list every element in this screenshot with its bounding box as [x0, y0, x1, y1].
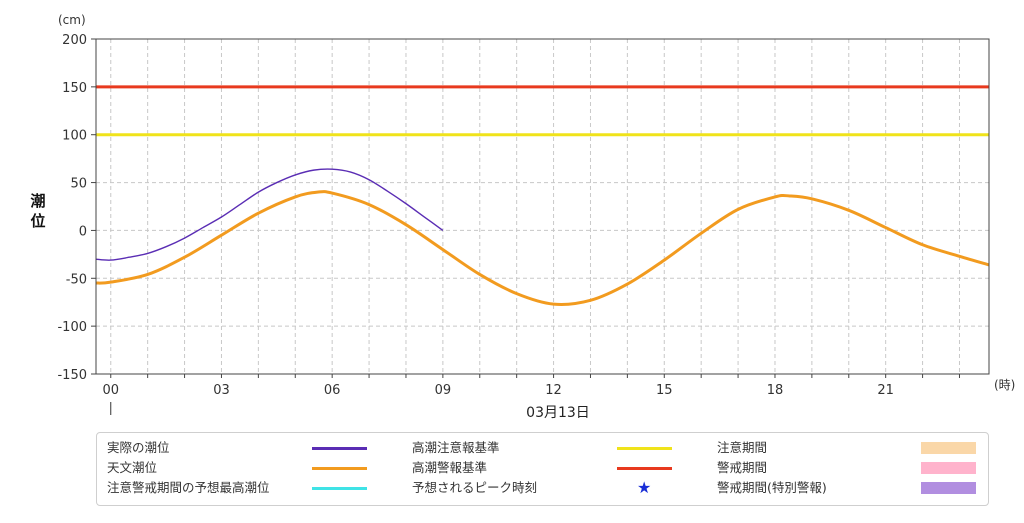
series-line-天文潮位	[95, 190, 990, 306]
legend-label: 警戒期間	[717, 460, 768, 475]
x-tick-label: 15	[656, 383, 673, 398]
legend-box-swatch	[921, 482, 976, 494]
x-tick-label: 09	[435, 383, 452, 398]
legend-label: 警戒期間(特別警報)	[717, 480, 827, 495]
legend-line-swatch	[312, 487, 367, 490]
y-label-char: 潮	[30, 192, 45, 210]
x-tick-label: 00	[102, 383, 119, 398]
y-tick-label: -100	[57, 320, 87, 335]
series-group	[95, 85, 990, 306]
x-unit: (時)	[994, 378, 1015, 392]
y-tick-label: 100	[62, 129, 87, 144]
legend-line-swatch	[312, 467, 367, 470]
date-label: 03月13日	[526, 405, 590, 421]
star-icon: ★	[637, 478, 652, 497]
legend-label: 実際の潮位	[107, 440, 170, 455]
x-tick-label: 18	[767, 383, 784, 398]
legend-label: 高潮注意報基準	[412, 440, 500, 455]
plot-frame	[95, 38, 990, 375]
legend-line-swatch	[312, 447, 367, 450]
y-axis-label: 潮位	[30, 192, 45, 230]
y-tick-label: -50	[66, 272, 87, 287]
legend-label: 注意警戒期間の予想最高潮位	[107, 480, 270, 495]
legend-line-swatch	[617, 467, 672, 470]
series-line-実際の潮位	[95, 168, 444, 261]
legend: 実際の潮位 高潮注意報基準 注意期間天文潮位 高潮警報基準 警戒期間注意警戒期間の予想最…	[96, 432, 989, 506]
legend-label: 天文潮位	[107, 460, 158, 475]
y-tick-label: 200	[62, 33, 87, 48]
legend-label: 予想されるピーク時刻	[412, 480, 538, 495]
x-tick-label: 12	[545, 383, 562, 398]
legend-line-swatch	[617, 447, 672, 450]
y-tick-label: 150	[62, 81, 87, 96]
y-unit: (cm)	[58, 13, 86, 27]
y-tick-label: 0	[79, 224, 87, 239]
x-tick-label: 06	[324, 383, 341, 398]
legend-box-swatch	[921, 442, 976, 454]
legend-label: 注意期間	[717, 440, 768, 455]
y-label-char: 位	[30, 212, 45, 230]
x-tick-label: 21	[877, 383, 894, 398]
y-tick-label: -150	[57, 368, 87, 383]
axes: -150 -100 -50 0 50 100 150 200 00 03 06 09 12 15 18 21	[57, 33, 990, 415]
legend-label: 高潮警報基準	[412, 460, 488, 475]
grid	[96, 38, 989, 375]
x-tick-label: 03	[213, 383, 230, 398]
y-tick-label: 50	[70, 177, 87, 192]
legend-box-swatch	[921, 462, 976, 474]
